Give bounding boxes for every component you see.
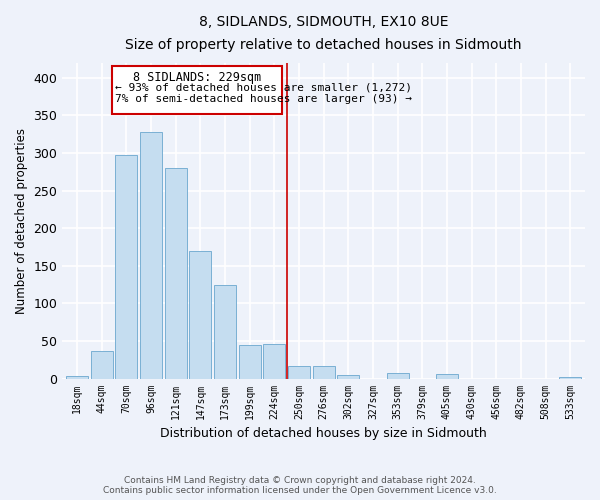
Bar xyxy=(288,366,310,378)
Bar xyxy=(239,346,261,378)
Bar xyxy=(386,374,409,378)
Text: ← 93% of detached houses are smaller (1,272): ← 93% of detached houses are smaller (1,… xyxy=(115,83,412,93)
Bar xyxy=(164,168,187,378)
Text: Contains HM Land Registry data © Crown copyright and database right 2024.
Contai: Contains HM Land Registry data © Crown c… xyxy=(103,476,497,495)
Bar xyxy=(436,374,458,378)
Title: 8, SIDLANDS, SIDMOUTH, EX10 8UE
Size of property relative to detached houses in : 8, SIDLANDS, SIDMOUTH, EX10 8UE Size of … xyxy=(125,15,522,52)
FancyBboxPatch shape xyxy=(112,66,282,114)
Bar xyxy=(337,375,359,378)
Bar xyxy=(313,366,335,378)
Bar xyxy=(66,376,88,378)
Y-axis label: Number of detached properties: Number of detached properties xyxy=(15,128,28,314)
Bar xyxy=(263,344,286,378)
Bar xyxy=(189,250,211,378)
Bar xyxy=(559,377,581,378)
Text: 7% of semi-detached houses are larger (93) →: 7% of semi-detached houses are larger (9… xyxy=(115,94,412,104)
Bar xyxy=(214,286,236,378)
X-axis label: Distribution of detached houses by size in Sidmouth: Distribution of detached houses by size … xyxy=(160,427,487,440)
Bar xyxy=(115,155,137,378)
Bar xyxy=(140,132,162,378)
Bar xyxy=(91,350,113,378)
Text: 8 SIDLANDS: 229sqm: 8 SIDLANDS: 229sqm xyxy=(133,71,261,84)
